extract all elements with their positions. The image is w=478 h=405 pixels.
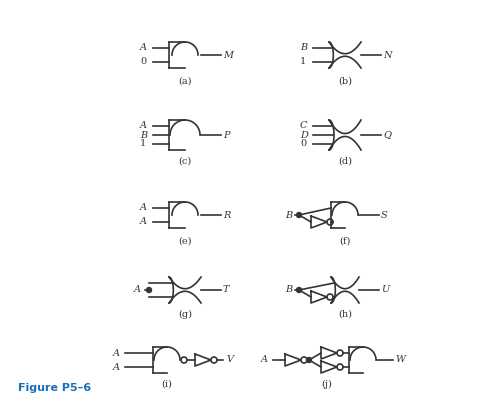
Circle shape	[306, 358, 312, 362]
Text: B: B	[285, 211, 292, 220]
Text: R: R	[223, 211, 230, 220]
Text: 1: 1	[300, 58, 306, 66]
Circle shape	[146, 288, 152, 292]
Text: (b): (b)	[338, 77, 352, 86]
Text: (a): (a)	[178, 77, 192, 86]
Text: (j): (j)	[322, 380, 332, 389]
Text: (d): (d)	[338, 157, 352, 166]
Text: B: B	[285, 286, 292, 294]
Text: (h): (h)	[338, 310, 352, 319]
Text: U: U	[381, 286, 389, 294]
Text: 1: 1	[140, 139, 146, 149]
Text: A: A	[261, 356, 268, 364]
Circle shape	[296, 213, 302, 217]
Text: 0: 0	[140, 58, 146, 66]
Text: B: B	[140, 130, 147, 139]
Text: A: A	[140, 43, 147, 53]
Text: N: N	[383, 51, 391, 60]
Text: A: A	[134, 286, 141, 294]
Text: S: S	[381, 211, 388, 220]
Text: M: M	[223, 51, 233, 60]
Text: Figure P5–6: Figure P5–6	[18, 383, 91, 393]
Text: (i): (i)	[162, 380, 173, 389]
Text: A: A	[113, 362, 120, 371]
Text: A: A	[140, 203, 147, 213]
Text: Q: Q	[383, 130, 391, 139]
Text: P: P	[223, 130, 229, 139]
Text: 0: 0	[300, 139, 306, 149]
Text: (f): (f)	[339, 237, 351, 246]
Text: (g): (g)	[178, 310, 192, 319]
Text: C: C	[300, 122, 307, 130]
Text: V: V	[227, 356, 234, 364]
Circle shape	[296, 288, 302, 292]
Text: (c): (c)	[178, 157, 192, 166]
Text: D: D	[300, 130, 308, 139]
Text: A: A	[140, 217, 147, 226]
Text: W: W	[395, 356, 405, 364]
Text: B: B	[300, 43, 307, 53]
Text: A: A	[140, 122, 147, 130]
Text: T: T	[223, 286, 229, 294]
Text: (e): (e)	[178, 237, 192, 246]
Text: A: A	[113, 348, 120, 358]
